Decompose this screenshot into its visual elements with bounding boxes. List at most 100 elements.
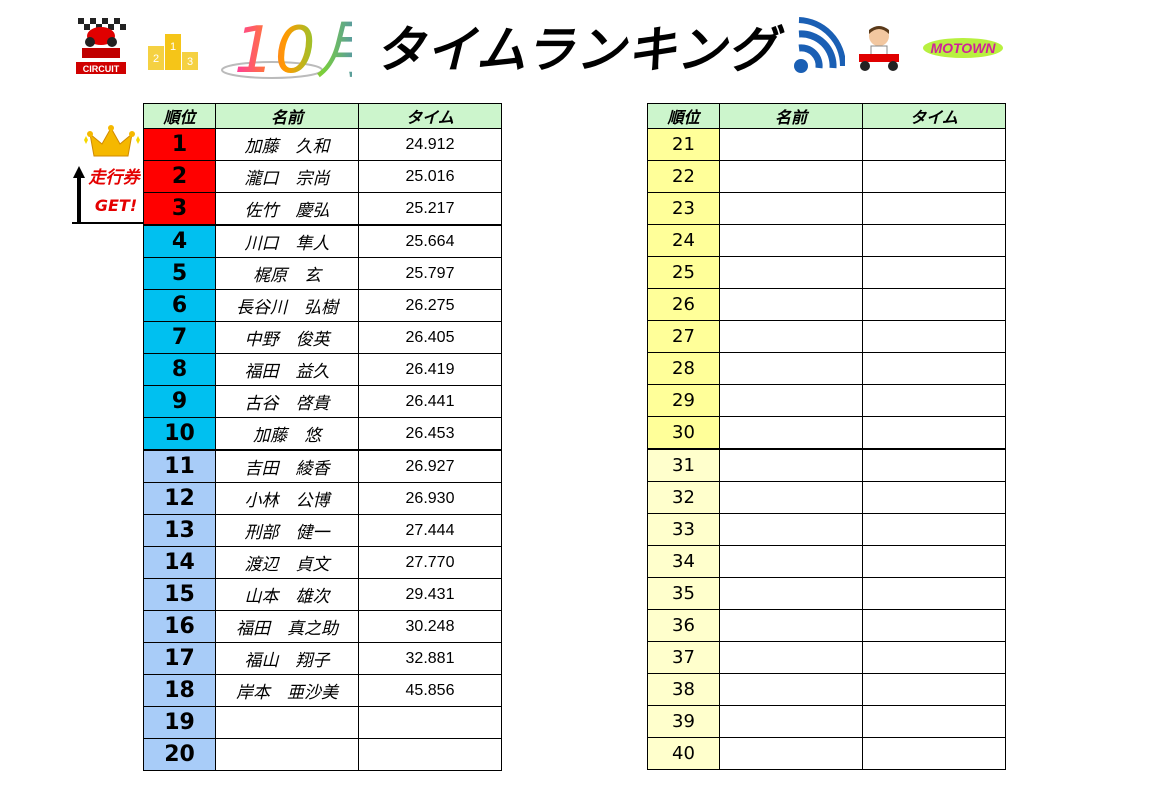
ticket-get-label: GET! [94,196,138,215]
header-name: 名前 [719,103,863,129]
time-cell [862,416,1006,450]
rank-cell: 7 [143,321,216,354]
name-cell [719,609,863,642]
rank-cell: 11 [143,449,216,483]
table-row: 26 [647,288,1006,321]
time-cell: 24.912 [358,128,502,161]
table-row: 11 吉田 綾香 26.927 [143,449,502,483]
table-row: 32 [647,481,1006,514]
header-rank: 順位 [143,103,216,129]
svg-text:CIRCUIT: CIRCUIT [83,64,120,74]
name-cell: 小林 公博 [215,482,359,515]
name-cell: 古谷 啓貴 [215,385,359,418]
name-cell: 加藤 久和 [215,128,359,161]
time-cell [862,641,1006,674]
name-cell [215,706,359,739]
table-row: 2 瀧口 宗尚 25.016 [143,160,502,193]
svg-text:1: 1 [170,41,176,53]
table-row: 33 [647,513,1006,546]
name-cell: 瀧口 宗尚 [215,160,359,193]
rank-cell: 9 [143,385,216,418]
time-cell: 26.275 [358,289,502,322]
name-cell [215,738,359,771]
table-row: 17 福山 翔子 32.881 [143,642,502,675]
time-cell [862,545,1006,578]
table-row: 36 [647,609,1006,642]
time-cell: 27.770 [358,546,502,579]
name-cell [719,641,863,674]
time-cell [862,673,1006,706]
time-cell [358,738,502,771]
rank-cell: 40 [647,737,720,770]
time-cell: 26.453 [358,417,502,451]
name-cell [719,192,863,225]
ranking-table-left: 順位 名前 タイム 1 加藤 久和 24.912 2 瀧口 宗尚 25.016 3 佐竹 慶弘… [143,103,502,771]
table-row: 27 [647,320,1006,353]
table-row: 30 [647,416,1006,450]
ticket-label: 走行券 [88,168,140,188]
header-time: タイム [862,103,1006,129]
name-cell: 福田 益久 [215,353,359,386]
name-cell: 加藤 悠 [215,417,359,451]
rank-cell: 4 [143,224,216,258]
name-cell: 福田 真之助 [215,610,359,643]
table-row: 31 [647,448,1006,482]
time-cell: 25.016 [358,160,502,193]
time-cell [862,609,1006,642]
rank-cell: 36 [647,609,720,642]
month-label: 10月 [212,6,381,88]
time-cell [862,256,1006,289]
rank-cell: 21 [647,128,720,161]
name-cell: 刑部 健一 [215,514,359,547]
name-cell [719,577,863,610]
rank-cell: 30 [647,416,720,450]
table-row: 35 [647,577,1006,610]
time-cell [862,160,1006,193]
up-arrow-icon [72,166,86,226]
rank-cell: 29 [647,384,720,417]
time-cell [862,128,1006,161]
name-cell [719,513,863,546]
name-cell [719,384,863,417]
rank-cell: 18 [143,674,216,707]
rank-cell: 34 [647,545,720,578]
table-row: 12 小林 公博 26.930 [143,482,502,515]
podium-icon: 2 1 3 [148,32,200,70]
time-cell: 45.856 [358,674,502,707]
rank-cell: 2 [143,160,216,193]
time-cell [862,577,1006,610]
table-row: 1 加藤 久和 24.912 [143,128,502,161]
time-cell [862,737,1006,770]
rank-cell: 25 [647,256,720,289]
time-cell: 25.797 [358,257,502,290]
rank-cell: 17 [143,642,216,675]
name-cell: 岸本 亜沙美 [215,674,359,707]
time-cell [862,224,1006,257]
table-row: 10 加藤 悠 26.453 [143,417,502,451]
time-cell: 26.927 [358,449,502,483]
table-row: 8 福田 益久 26.419 [143,353,502,386]
name-cell [719,416,863,450]
name-cell: 中野 俊英 [215,321,359,354]
name-cell [719,256,863,289]
table-row: 15 山本 雄次 29.431 [143,578,502,611]
name-cell: 福山 翔子 [215,642,359,675]
header-time: タイム [358,103,502,129]
time-cell: 25.664 [358,224,502,258]
rank-cell: 27 [647,320,720,353]
rank-cell: 12 [143,482,216,515]
name-cell [719,448,863,482]
rank-cell: 8 [143,353,216,386]
table-row: 3 佐竹 慶弘 25.217 [143,192,502,226]
rank-cell: 13 [143,514,216,547]
time-cell: 26.930 [358,482,502,515]
page-title: タイムランキング [375,21,778,79]
name-cell [719,673,863,706]
table-row: 22 [647,160,1006,193]
table-header-row: 順位 名前 タイム [647,103,1006,129]
time-cell [862,513,1006,546]
table-header-row: 順位 名前 タイム [143,103,502,129]
table-row: 20 [143,738,502,771]
name-cell [719,352,863,385]
rank-cell: 32 [647,481,720,514]
